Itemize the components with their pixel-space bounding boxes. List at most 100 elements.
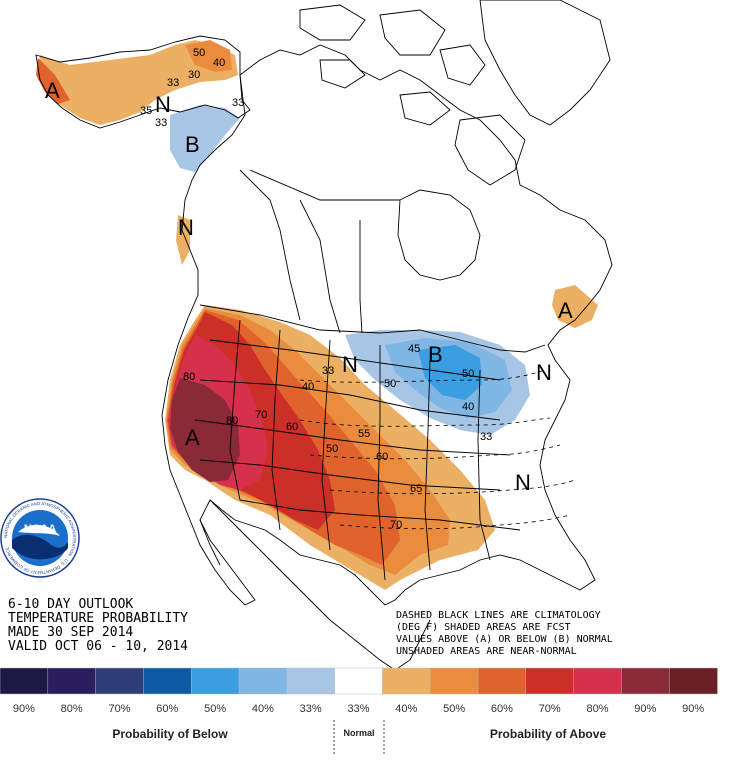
contour-clim-65: 65 bbox=[410, 483, 422, 495]
legend-above-title: Probability of Above bbox=[490, 727, 607, 741]
contour-lakes-33: 33 bbox=[480, 431, 492, 443]
legend-swatch-label: 33% bbox=[300, 703, 322, 715]
clim-line-3 bbox=[309, 444, 561, 460]
legend-swatch bbox=[382, 667, 431, 695]
notes-line-2: (DEG F) SHADED AREAS ARE FCST bbox=[396, 622, 571, 633]
cat-n-southeast: N bbox=[515, 470, 531, 495]
legend-swatch bbox=[95, 667, 145, 695]
legend-swatch-label: 60% bbox=[491, 703, 513, 715]
contour-west-80b: 80 bbox=[226, 415, 238, 427]
legend-swatch-label: 80% bbox=[586, 703, 608, 715]
notes-line-4: UNSHADED AREAS ARE NEAR-NORMAL bbox=[396, 646, 577, 657]
baffin-island bbox=[454, 114, 526, 186]
legend-swatch bbox=[621, 667, 670, 695]
legend-swatch-label: 70% bbox=[108, 703, 130, 715]
alaska-west-above bbox=[36, 58, 70, 104]
maritimes-above bbox=[552, 285, 598, 328]
legend-swatch-label: 50% bbox=[443, 703, 465, 715]
arctic-islands-4 bbox=[399, 91, 451, 126]
cat-n-plains: N bbox=[342, 352, 358, 377]
contour-west-33: 33 bbox=[322, 365, 334, 377]
notes-block: DASHED BLACK LINES ARE CLIMATOLOGY (DEG … bbox=[396, 610, 613, 657]
contour-west-60: 60 bbox=[286, 421, 298, 433]
clim-line-2 bbox=[299, 417, 551, 427]
notes-line-3: VALUES ABOVE (A) OR BELOW (B) NORMAL bbox=[396, 634, 613, 645]
legend-swatch bbox=[47, 667, 97, 695]
contour-lakes-50b: 50 bbox=[462, 368, 474, 380]
us-canada-border bbox=[199, 304, 546, 353]
legend-swatch bbox=[477, 667, 527, 695]
contour-alaska-33b: 33 bbox=[155, 117, 167, 129]
contour-lakes-45: 45 bbox=[408, 343, 420, 355]
noaa-logo: NOAA NATIONAL OCEANIC AND ATMOSPHERIC AD… bbox=[0, 498, 80, 578]
pnw-small-above bbox=[176, 215, 190, 265]
legend-swatch bbox=[334, 667, 384, 695]
arctic-islands-5 bbox=[439, 44, 486, 86]
cat-n-new-england: N bbox=[536, 360, 552, 385]
province-lines bbox=[239, 169, 400, 334]
legend-swatch-label: 33% bbox=[347, 703, 369, 715]
contour-west-50: 50 bbox=[326, 443, 338, 455]
cat-n-alaska: N bbox=[155, 92, 171, 117]
contour-clim-70: 70 bbox=[390, 519, 402, 531]
legend-swatch bbox=[429, 667, 479, 695]
yukon-below-33 bbox=[170, 105, 240, 172]
contour-alaska-50: 50 bbox=[193, 47, 205, 59]
legend-titles: Probability of Below Normal Probability … bbox=[112, 720, 606, 755]
legend-swatch-label: 80% bbox=[61, 703, 83, 715]
legend-swatch-label: 70% bbox=[539, 703, 561, 715]
svg-text:NOAA: NOAA bbox=[24, 523, 56, 535]
contour-west-70: 70 bbox=[255, 409, 267, 421]
arctic-islands-3 bbox=[319, 59, 366, 89]
alaska-outline bbox=[35, 35, 251, 129]
clim-line-4 bbox=[329, 479, 576, 495]
legend-swatch-label: 50% bbox=[204, 703, 226, 715]
continent-outline bbox=[161, 44, 613, 606]
contour-alaska-30: 30 bbox=[188, 69, 200, 81]
contour-west-40: 40 bbox=[302, 381, 314, 393]
clim-line-1 bbox=[299, 369, 546, 383]
title-line-1: 6-10 DAY OUTLOOK bbox=[8, 597, 133, 612]
hudson-bay-outline bbox=[397, 189, 481, 281]
legend-swatch bbox=[238, 667, 288, 695]
climatology-lines bbox=[299, 369, 576, 530]
arctic-islands-1 bbox=[299, 4, 366, 41]
legend-below-title: Probability of Below bbox=[112, 727, 228, 741]
cat-a-alaska: A bbox=[45, 78, 60, 103]
contour-lakes-50a: 50 bbox=[384, 378, 396, 390]
legend-swatch-label: 40% bbox=[395, 703, 417, 715]
legend-swatch-label: 40% bbox=[252, 703, 274, 715]
legend-swatch-label: 60% bbox=[156, 703, 178, 715]
legend-swatch-label: 90% bbox=[634, 703, 656, 715]
cat-b-great-lakes: B bbox=[428, 342, 443, 367]
forecast-shading bbox=[36, 40, 598, 590]
cat-b-yukon: B bbox=[185, 132, 200, 157]
cat-n-pacific-nw: N bbox=[178, 215, 194, 240]
contour-alaska-33c: 33 bbox=[232, 97, 244, 109]
category-letters: A N B N A N B N A N bbox=[45, 78, 573, 495]
mexico-outline bbox=[199, 499, 431, 671]
cat-a-california: A bbox=[185, 425, 200, 450]
legend-swatch bbox=[573, 667, 623, 695]
legend-swatch bbox=[0, 667, 49, 695]
arctic-islands-2 bbox=[379, 9, 446, 56]
contour-alaska-33a: 33 bbox=[167, 77, 179, 89]
legend-swatch bbox=[668, 667, 718, 695]
cat-a-maritimes: A bbox=[558, 298, 573, 323]
contour-labels: 50 40 30 33 35 33 33 80 80 70 60 50 40 3… bbox=[140, 47, 492, 531]
land-outlines bbox=[35, 0, 613, 671]
contour-clim-60: 60 bbox=[376, 451, 388, 463]
legend-swatch-label: 90% bbox=[682, 703, 704, 715]
title-block: 6-10 DAY OUTLOOK TEMPERATURE PROBABILITY… bbox=[8, 597, 188, 654]
contour-clim-55: 55 bbox=[358, 428, 370, 440]
alaska-above-40 bbox=[185, 40, 232, 72]
greenland-outline bbox=[479, 0, 611, 126]
legend: 90% 80% 70% 60% 50% 40% 33% 33% 40% 50% 60% 70% 80% 9… bbox=[0, 667, 718, 715]
title-line-3: MADE 30 SEP 2014 bbox=[8, 625, 133, 640]
contour-alaska-35: 35 bbox=[140, 105, 152, 117]
title-line-2: TEMPERATURE PROBABILITY bbox=[8, 611, 188, 626]
alaska-above-33 bbox=[38, 40, 238, 125]
legend-swatch bbox=[525, 667, 575, 695]
contour-lakes-40: 40 bbox=[462, 401, 474, 413]
